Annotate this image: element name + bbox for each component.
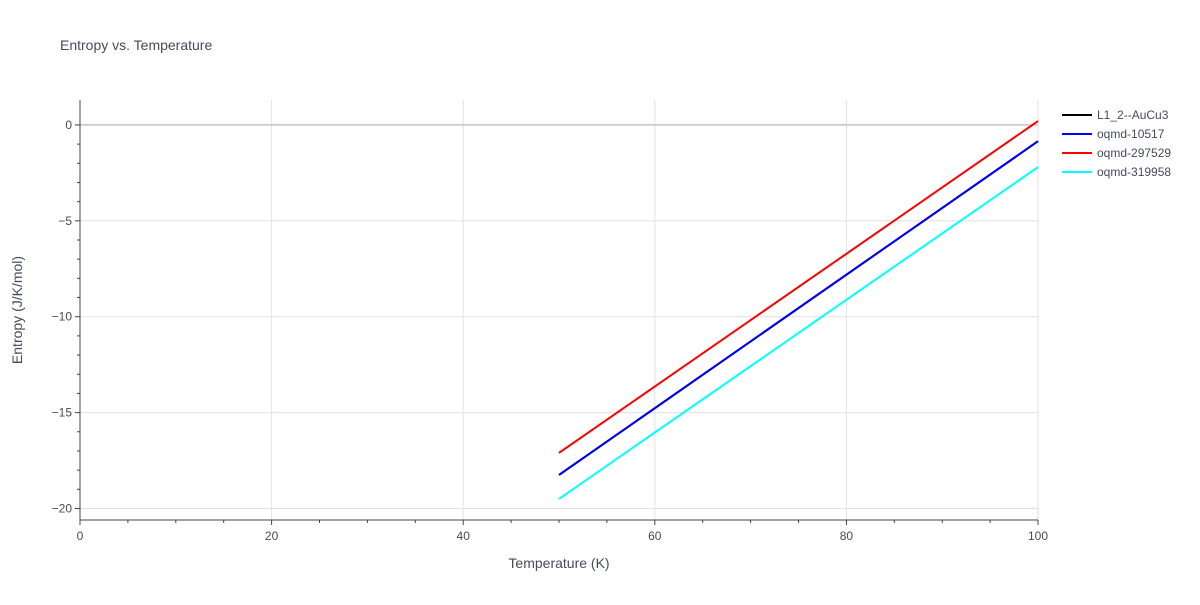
legend[interactable]: L1_2--AuCu3 oqmd-10517 oqmd-297529 oqmd-319… [1062,108,1171,179]
legend-item-oqmd-319958[interactable]: oqmd-319958 [1062,165,1171,179]
legend-item-oqmd-297529[interactable]: oqmd-297529 [1062,146,1171,160]
legend-label: oqmd-10517 [1097,127,1165,141]
y-tick-label: −20 [52,501,73,515]
series-line-oqmd-297529[interactable] [558,120,1039,454]
x-tick-label: 100 [1028,529,1048,543]
x-tick-label: 60 [648,529,662,543]
series-line-oqmd-10517[interactable] [558,140,1039,476]
x-axis-label: Temperature (K) [508,555,609,571]
legend-item-l1-2-aucu3[interactable]: L1_2--AuCu3 [1062,108,1169,122]
y-tick-label: −10 [52,310,73,324]
series-layer[interactable] [558,120,1039,500]
chart-title: Entropy vs. Temperature [60,37,212,53]
y-tick-label: −15 [52,406,73,420]
x-tick-label: 0 [77,529,84,543]
legend-item-oqmd-10517[interactable]: oqmd-10517 [1062,127,1165,141]
legend-label: L1_2--AuCu3 [1097,108,1169,122]
y-axis-label: Entropy (J/K/mol) [9,256,25,364]
axes-layer: 0 20 40 60 80 100 0 −5 −10 −15 −20 [52,100,1048,543]
legend-label: oqmd-319958 [1097,165,1171,179]
grid-layer [80,100,1039,520]
x-tick-label: 80 [840,529,854,543]
y-tick-label: 0 [65,118,72,132]
x-tick-label: 40 [457,529,471,543]
x-tick-label: 20 [265,529,279,543]
legend-label: oqmd-297529 [1097,146,1171,160]
series-line-oqmd-319958[interactable] [558,166,1039,500]
y-tick-label: −5 [58,214,72,228]
